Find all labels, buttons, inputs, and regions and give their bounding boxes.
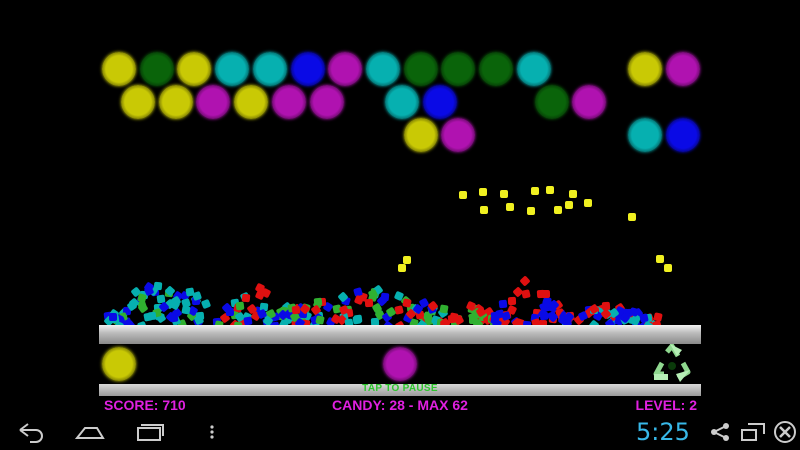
close-icon[interactable] [770, 420, 800, 444]
candy-piece [353, 294, 365, 306]
grid-ball-cyan [253, 52, 287, 86]
menu-dots-icon[interactable] [197, 420, 227, 444]
candy-piece [108, 312, 118, 322]
level-display: LEVEL: 2 [635, 397, 697, 413]
grid-ball-yellow [177, 52, 211, 86]
window-icon[interactable] [738, 420, 768, 444]
candy-piece [541, 289, 551, 299]
grid-ball-yellow [102, 52, 136, 86]
candy-piece [315, 315, 325, 325]
candy-piece [200, 298, 212, 310]
grid-ball-yellow [628, 52, 662, 86]
candy-piece [480, 206, 488, 214]
candy-piece [584, 199, 592, 207]
candy-piece [147, 311, 157, 321]
grid-ball-yellow [159, 85, 193, 119]
grid-ball-green [479, 52, 513, 86]
grid-ball-green [535, 85, 569, 119]
grid-ball-cyan [628, 118, 662, 152]
candy-piece [546, 186, 554, 194]
share-icon[interactable] [706, 420, 736, 444]
grid-ball-green [441, 52, 475, 86]
grid-ball-magenta [328, 52, 362, 86]
candy-piece [531, 187, 539, 195]
candy-piece [235, 301, 245, 311]
candy-piece [459, 191, 467, 199]
grid-ball-cyan [385, 85, 419, 119]
next-ball-magenta [383, 347, 417, 381]
candy-piece [291, 305, 301, 315]
candy-counter: CANDY: 28 - MAX 62 [332, 397, 468, 413]
grid-ball-yellow [121, 85, 155, 119]
grid-ball-cyan [215, 52, 249, 86]
home-icon[interactable] [75, 420, 105, 444]
candy-piece [498, 299, 508, 309]
candy-piece [169, 313, 179, 323]
bottom-track [99, 384, 701, 396]
candy-piece [447, 314, 457, 324]
candy-piece [628, 213, 636, 221]
candy-piece [601, 301, 611, 311]
candy-piece [439, 304, 449, 314]
candy-piece [554, 206, 562, 214]
tap-to-pause-label[interactable]: TAP TO PAUSE [362, 383, 438, 394]
grid-ball-magenta [310, 85, 344, 119]
grid-ball-magenta [572, 85, 606, 119]
next-ball-yellow [102, 347, 136, 381]
candy-piece [519, 275, 531, 287]
grid-ball-cyan [366, 52, 400, 86]
candy-piece [403, 256, 411, 264]
recent-apps-icon[interactable] [136, 420, 166, 444]
candy-piece [153, 281, 163, 291]
candy-piece [500, 190, 508, 198]
candy-piece [639, 313, 649, 323]
candy-piece [364, 298, 374, 308]
candy-piece [181, 305, 191, 315]
grid-ball-cyan [517, 52, 551, 86]
grid-ball-blue [666, 118, 700, 152]
status-clock: 5:25 [636, 418, 690, 446]
candy-piece [490, 311, 500, 321]
candy-piece [479, 188, 487, 196]
candy-piece [195, 311, 205, 321]
candy-piece [506, 203, 514, 211]
grid-ball-green [140, 52, 174, 86]
candy-piece [656, 255, 664, 263]
game-area[interactable]: TAP TO PAUSE [0, 0, 800, 405]
candy-piece [398, 264, 406, 272]
conveyor-belt [99, 325, 701, 344]
candy-piece [565, 201, 573, 209]
grid-ball-green [404, 52, 438, 86]
score-display: SCORE: 710 [104, 397, 186, 413]
grid-ball-blue [423, 85, 457, 119]
grid-ball-yellow [234, 85, 268, 119]
candy-piece [569, 190, 577, 198]
candy-piece [507, 296, 517, 306]
candy-piece [352, 315, 362, 325]
candy-piece [469, 316, 477, 324]
system-navigation-bar [0, 414, 800, 450]
grid-ball-yellow [404, 118, 438, 152]
recycle-icon[interactable] [650, 344, 694, 384]
candy-piece [664, 264, 672, 272]
grid-ball-magenta [441, 118, 475, 152]
back-icon[interactable] [16, 420, 46, 444]
candy-piece [653, 312, 663, 322]
candy-piece [527, 207, 535, 215]
grid-ball-blue [291, 52, 325, 86]
grid-ball-magenta [272, 85, 306, 119]
grid-ball-magenta [666, 52, 700, 86]
grid-ball-magenta [196, 85, 230, 119]
